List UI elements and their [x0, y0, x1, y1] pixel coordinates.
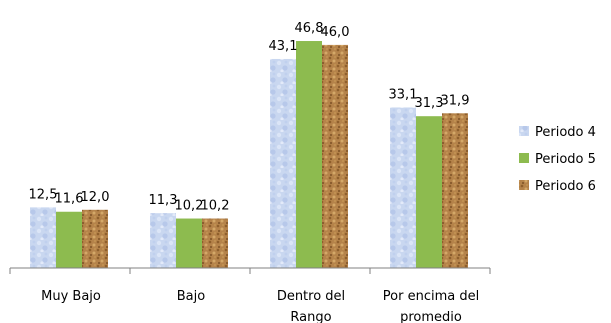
data-label: 33,1	[389, 87, 418, 102]
legend-label: Periodo 5	[535, 152, 596, 167]
data-labels-group: 12,511,612,0 11,310,210,243,146,846,033,1…	[29, 21, 470, 214]
x-tick-label: promedio	[400, 310, 462, 323]
x-tick-label: Muy Bajo	[41, 289, 101, 304]
bar-periodo-6-3	[442, 113, 468, 268]
bar-periodo-4-0	[30, 207, 56, 268]
data-label: 10,2	[201, 199, 230, 214]
legend: Periodo 4 Periodo 5 Periodo 6	[519, 125, 596, 194]
x-tick-label: Rango	[290, 310, 331, 323]
data-label: 12,5	[29, 187, 58, 202]
bar-periodo-6-0	[82, 209, 108, 268]
legend-swatch	[519, 126, 529, 136]
data-label: 31,3	[415, 96, 444, 111]
x-tick-label: Dentro del	[277, 289, 345, 304]
data-label: 31,9	[441, 93, 470, 108]
bar-periodo-4-2	[270, 58, 296, 269]
data-label: 11,6	[55, 192, 84, 207]
x-axis: Muy Bajo Bajo Dentro del Rango Por encima de…	[9, 267, 491, 323]
data-label: 43,1	[269, 39, 298, 54]
data-label: 46,8	[295, 21, 324, 36]
data-label: 11,3	[149, 193, 178, 208]
bar-periodo-4-1	[150, 213, 176, 268]
bar-periodo-6-1	[202, 218, 228, 268]
bar-periodo-4-3	[390, 107, 416, 268]
bar-periodo-6-2	[322, 44, 348, 269]
x-tick-label: Por encima del	[383, 289, 479, 304]
bar-periodo-5-0	[56, 211, 82, 268]
bar-periodo-5-1	[176, 218, 202, 268]
x-tick-label: Bajo	[177, 289, 205, 304]
data-label: 10,2	[175, 199, 204, 214]
legend-swatch	[519, 180, 529, 190]
bars-group	[30, 41, 468, 269]
legend-label: Periodo 6	[535, 179, 596, 194]
data-label: 12,0	[81, 190, 110, 205]
legend-swatch	[519, 153, 529, 163]
bar-periodo-5-3	[416, 116, 442, 268]
bar-periodo-5-2	[296, 41, 322, 268]
legend-label: Periodo 4	[535, 125, 596, 140]
data-label: 46,0	[321, 25, 350, 40]
